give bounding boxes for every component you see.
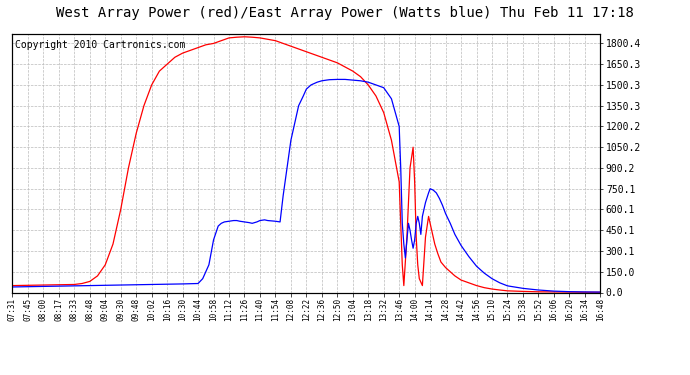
Text: West Array Power (red)/East Array Power (Watts blue) Thu Feb 11 17:18: West Array Power (red)/East Array Power … xyxy=(56,6,634,20)
Text: Copyright 2010 Cartronics.com: Copyright 2010 Cartronics.com xyxy=(15,40,186,50)
